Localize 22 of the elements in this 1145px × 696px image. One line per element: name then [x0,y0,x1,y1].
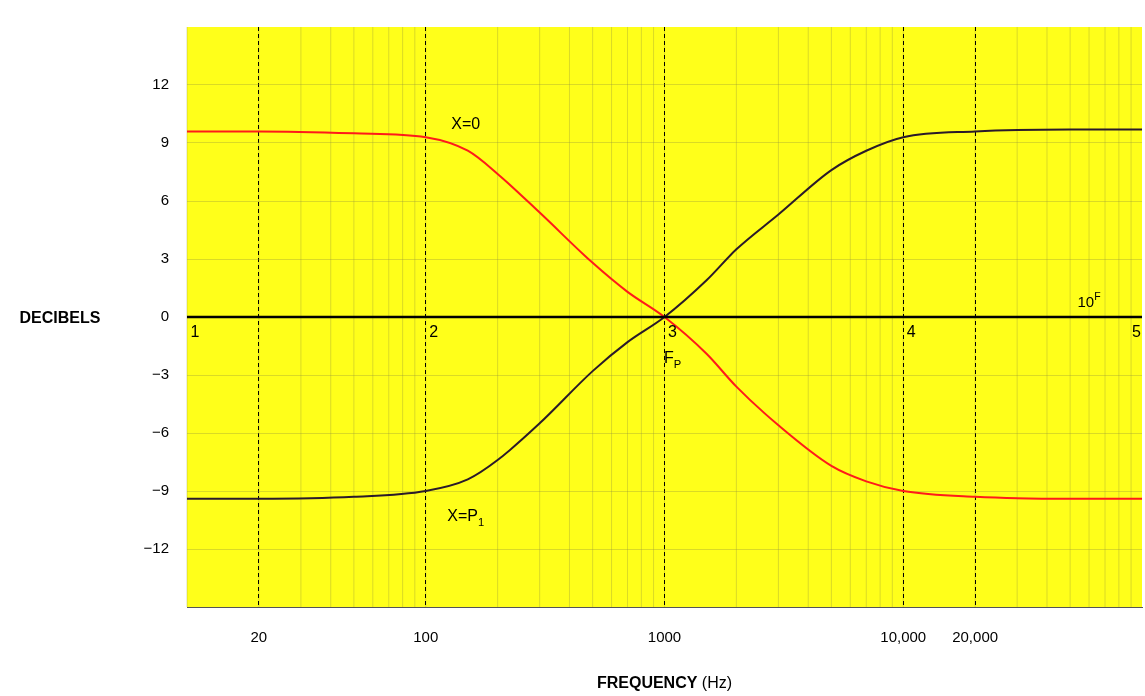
annotation: 3 [668,323,678,340]
x-tick-label: 1000 [647,628,682,646]
y-tick-label: −9 [151,481,169,499]
annotation: 2 [429,323,439,340]
y-tick-label: 0 [160,307,169,325]
annotation: 1 [190,323,200,340]
y-tick-label: −6 [151,423,169,441]
y-tick-label: 9 [160,133,169,151]
y-tick-label: 12 [152,75,169,93]
series-label: X=0 [451,115,481,133]
annotation: 4 [906,323,916,340]
y-tick-label: 6 [160,191,169,209]
x-tick-label: 20 [250,628,268,646]
x-tick-label: 10,000 [880,628,927,646]
x-tick-label: 100 [413,628,439,646]
x-tick-label: 20,000 [952,628,999,646]
y-tick-label: −12 [143,539,169,557]
y-axis-title: DECIBELS [19,309,101,326]
x-axis-title: FREQUENCY (Hz) [596,674,733,691]
annotation: 5 [1132,323,1142,340]
y-tick-label: 3 [160,249,169,267]
y-tick-label: −3 [151,365,169,383]
